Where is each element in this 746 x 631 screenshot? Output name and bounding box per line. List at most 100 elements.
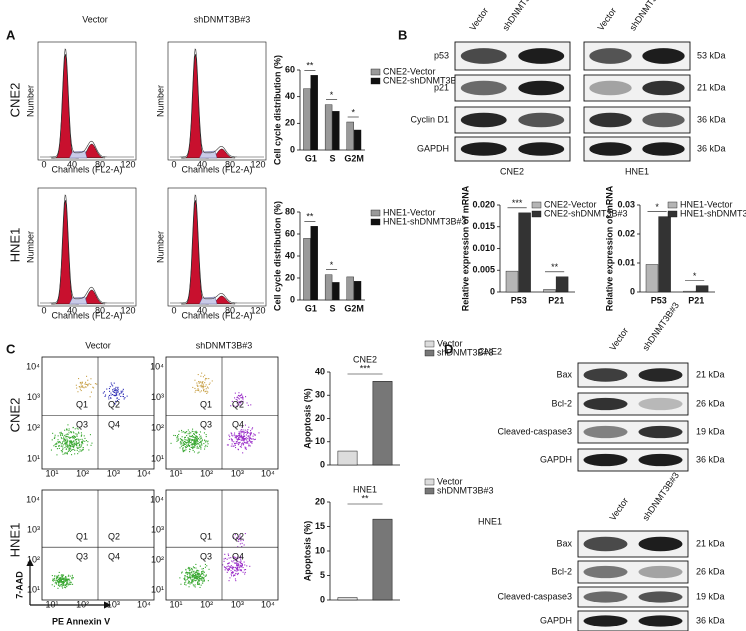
event-dot [242, 395, 244, 397]
y-tick-label: 0.015 [472, 221, 495, 231]
event-dot [114, 395, 116, 397]
event-dot [234, 569, 236, 571]
event-dot [189, 435, 191, 437]
event-dot [184, 439, 186, 441]
event-dot [64, 434, 66, 436]
histogram-x-tick: 40 [67, 305, 77, 315]
chart-title: HNE1 [353, 484, 377, 494]
event-dot [223, 560, 225, 562]
flow-y-tick: 10³ [27, 524, 40, 534]
y-axis-label: Relative expression of mRNA [460, 185, 470, 311]
event-dot [71, 577, 73, 579]
event-dot [66, 579, 68, 581]
y-tick-label: 80 [285, 206, 295, 216]
event-dot [80, 384, 82, 386]
size-label: 36 kDa [696, 454, 725, 464]
event-dot [51, 439, 53, 441]
event-dot [202, 387, 204, 389]
event-dot [114, 390, 116, 392]
event-dot [195, 389, 197, 391]
histogram-y-label: Number [155, 85, 165, 117]
event-dot [66, 580, 68, 582]
event-dot [185, 579, 187, 581]
event-dot [241, 439, 243, 441]
bar [505, 270, 519, 293]
event-dot [182, 444, 184, 446]
blot-band [460, 48, 507, 64]
event-dot [205, 434, 207, 436]
y-axis-label: Cell cycle distribution (%) [272, 201, 282, 311]
event-dot [75, 433, 77, 435]
event-dot [201, 385, 203, 387]
event-dot [65, 584, 67, 586]
event-dot [57, 587, 59, 589]
event-dot [191, 581, 193, 583]
event-dot [66, 582, 68, 584]
event-dot [191, 579, 193, 581]
event-dot [62, 448, 64, 450]
event-dot [193, 441, 195, 443]
event-dot [179, 447, 181, 449]
event-dot [68, 436, 70, 438]
event-dot [64, 585, 66, 587]
event-dot [227, 568, 229, 570]
event-dot [113, 382, 115, 384]
event-dot [112, 390, 114, 392]
event-dot [63, 436, 65, 438]
event-dot [243, 440, 245, 442]
event-dot [185, 442, 187, 444]
event-dot [56, 578, 58, 580]
event-dot [113, 394, 115, 396]
legend-swatch [424, 340, 435, 348]
event-dot [184, 450, 186, 452]
event-dot [191, 435, 193, 437]
event-dot [59, 441, 61, 443]
event-dot [224, 566, 226, 568]
event-dot [179, 438, 181, 440]
protein-label: Cyclin D1 [410, 114, 449, 124]
event-dot [76, 387, 78, 389]
protein-label: GAPDH [540, 615, 572, 625]
event-dot [235, 573, 237, 575]
x-tick-label: P53 [651, 295, 667, 305]
event-dot [200, 445, 202, 447]
event-dot [234, 444, 236, 446]
event-dot [241, 426, 243, 428]
event-dot [203, 432, 205, 434]
event-dot [188, 570, 190, 572]
panel-label: C [6, 341, 16, 356]
event-dot [235, 398, 237, 400]
event-dot [81, 438, 83, 440]
event-dot [184, 583, 186, 585]
event-dot [243, 432, 245, 434]
event-dot [81, 444, 83, 446]
event-dot [72, 449, 74, 451]
event-dot [82, 447, 84, 449]
event-dot [185, 581, 187, 583]
event-dot [96, 383, 98, 385]
event-dot [199, 439, 201, 441]
event-dot [69, 444, 71, 446]
event-dot [205, 574, 207, 576]
event-dot [81, 449, 83, 451]
event-dot [78, 440, 80, 442]
event-dot [189, 433, 191, 435]
event-dot [108, 394, 110, 396]
event-dot [188, 441, 190, 443]
event-dot [202, 571, 204, 573]
event-dot [69, 583, 71, 585]
event-dot [188, 577, 190, 579]
event-dot [250, 430, 252, 432]
event-dot [202, 386, 204, 388]
event-dot [62, 578, 64, 580]
event-dot [243, 433, 245, 435]
event-dot [196, 575, 198, 577]
event-dot [83, 387, 85, 389]
event-dot [197, 581, 199, 583]
event-dot [182, 443, 184, 445]
event-dot [84, 383, 86, 385]
event-dot [199, 586, 201, 588]
event-dot [242, 439, 244, 441]
event-dot [115, 395, 117, 397]
event-dot [241, 397, 243, 399]
